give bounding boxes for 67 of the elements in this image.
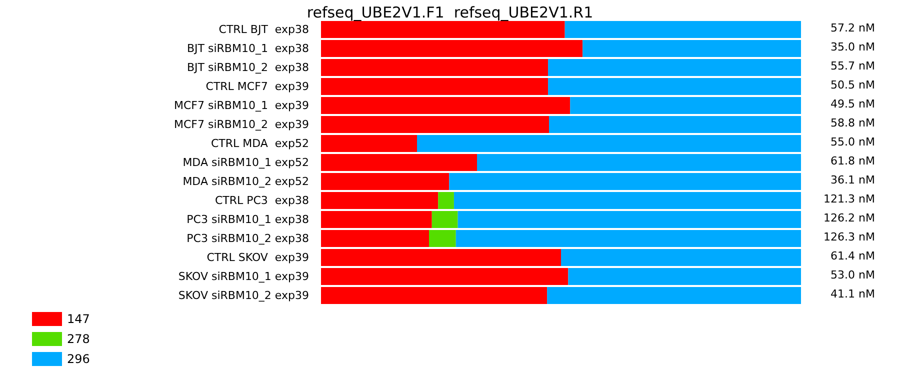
y-tick-label: MDA siRBM10_1 exp52	[182, 156, 309, 169]
bar	[321, 192, 438, 210]
y-tick-label: BJT siRBM10_1 exp38	[186, 42, 309, 55]
y-tick-label: CTRL PC3 exp38	[214, 194, 309, 207]
bar	[564, 20, 801, 38]
bar	[547, 286, 801, 304]
text: 121.3 nM	[824, 192, 875, 206]
bar	[321, 286, 548, 304]
y-tick-label: MDA siRBM10_2 exp52	[182, 175, 309, 188]
bar	[321, 248, 561, 266]
text: 55.7 nM	[830, 60, 875, 72]
y-tick-label: PC3 siRBM10_1 exp38	[186, 213, 309, 226]
bar	[549, 116, 801, 134]
text: 35.0 nM	[830, 40, 875, 54]
y-tick-label: MCF7 siRBM10_2 exp39	[174, 118, 309, 131]
bar	[321, 134, 417, 152]
bar	[477, 154, 801, 172]
text: 61.4 nM	[830, 250, 875, 262]
bar	[429, 230, 456, 248]
text: 55.0 nM	[830, 136, 875, 148]
y-tick-label: CTRL MCF7 exp39	[206, 80, 309, 93]
bar	[321, 78, 548, 96]
bar	[432, 210, 458, 228]
bar	[582, 40, 801, 58]
bar	[568, 268, 801, 286]
bar	[321, 96, 570, 114]
bar	[321, 20, 565, 38]
text: 58.8 nM	[830, 116, 875, 130]
bar	[561, 248, 801, 266]
bar	[321, 268, 568, 286]
bar	[321, 116, 549, 134]
y-tick-label: CTRL BJT exp38	[218, 23, 309, 36]
text: 57.2 nM	[830, 22, 875, 34]
text: 36.1 nM	[830, 174, 875, 186]
bar	[321, 154, 477, 172]
bar	[454, 192, 801, 210]
bar	[321, 210, 432, 228]
y-tick-label: MCF7 siRBM10_1 exp39	[174, 99, 309, 112]
bar	[321, 58, 548, 76]
y-tick-label: SKOV siRBM10_1 exp39	[178, 270, 309, 283]
text: 53.0 nM	[830, 268, 875, 282]
text: 61.8 nM	[830, 154, 875, 168]
bar	[570, 96, 801, 114]
text: 49.5 nM	[830, 98, 875, 110]
bar	[417, 134, 801, 152]
y-tick-label: PC3 siRBM10_2 exp38	[186, 232, 309, 245]
bar	[449, 172, 801, 190]
legend-label: 147	[67, 312, 90, 326]
bar	[438, 192, 454, 210]
text: 41.1 nM	[830, 288, 875, 300]
bar	[548, 78, 801, 96]
y-tick-label: CTRL MDA exp52	[210, 137, 309, 150]
text: 50.5 nM	[830, 78, 875, 92]
legend-label: 278	[67, 332, 90, 346]
chart-title: refseq_UBE2V1.F1 refseq_UBE2V1.R1	[306, 4, 594, 22]
bar	[321, 230, 429, 248]
text: 126.3 nM	[824, 230, 875, 244]
y-tick-label: BJT siRBM10_2 exp38	[186, 61, 309, 74]
text: 126.2 nM	[824, 212, 875, 224]
bar	[456, 230, 801, 248]
bar	[548, 58, 801, 76]
y-tick-label: CTRL SKOV exp39	[206, 251, 309, 264]
bar	[458, 210, 801, 228]
legend-label: 296	[67, 352, 90, 366]
bar	[321, 40, 583, 58]
bar	[321, 172, 450, 190]
y-tick-label: SKOV siRBM10_2 exp39	[178, 289, 309, 302]
